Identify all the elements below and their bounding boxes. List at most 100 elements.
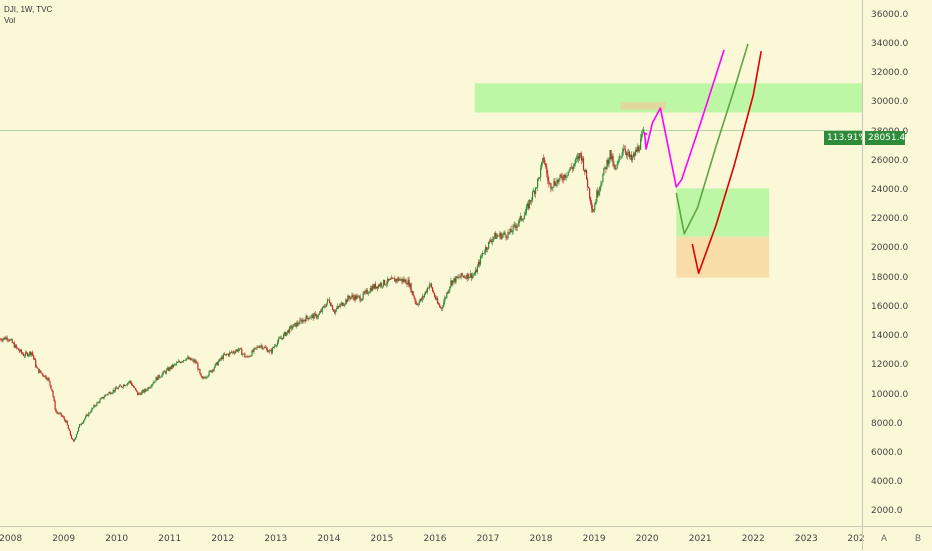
- candle-body: [203, 377, 205, 378]
- candle-body: [601, 181, 603, 185]
- candle-body: [260, 345, 262, 347]
- candle-body: [385, 284, 387, 286]
- candle-body: [301, 320, 303, 323]
- price-chart[interactable]: [0, 0, 862, 526]
- candle-body: [430, 283, 433, 288]
- y-tick-label: 12000.0: [871, 360, 909, 371]
- candle-body: [47, 378, 49, 380]
- y-tick-label: 8000.0: [871, 418, 903, 429]
- candle-body: [138, 393, 140, 395]
- candle-body: [59, 412, 61, 414]
- candle-body: [589, 188, 591, 198]
- candle-body: [228, 352, 231, 356]
- candle-body: [112, 389, 114, 393]
- candle-body: [491, 241, 493, 243]
- candle-body: [375, 286, 378, 289]
- candle-body: [517, 223, 519, 226]
- candle-body: [69, 430, 71, 436]
- log-scale-button[interactable]: B: [915, 533, 922, 543]
- candle-body: [104, 395, 106, 398]
- candle-body: [346, 299, 348, 302]
- candle-body: [114, 387, 116, 392]
- candle-body: [513, 224, 515, 226]
- candle-body: [108, 392, 110, 394]
- candle-body: [264, 347, 266, 348]
- candle-body: [609, 150, 611, 160]
- candle-body: [553, 180, 555, 187]
- candle-body: [394, 278, 396, 282]
- candle-body: [426, 287, 429, 293]
- candle-body: [532, 191, 535, 192]
- price-axis[interactable]: 36000.034000.032000.030000.028000.026000…: [862, 0, 932, 526]
- candle-body: [58, 413, 60, 414]
- candle-body: [206, 376, 208, 378]
- auto-scale-button[interactable]: A: [881, 533, 888, 543]
- symbol-label[interactable]: DJI, 1W, TVC: [4, 5, 53, 14]
- candle-body: [146, 390, 148, 391]
- candle-body: [325, 303, 328, 307]
- candle-body: [515, 226, 517, 228]
- candle-body: [431, 287, 434, 292]
- volume-label[interactable]: Vol: [4, 16, 16, 25]
- candle-body: [477, 262, 480, 267]
- candle-body: [614, 165, 616, 170]
- candle-body: [641, 134, 643, 139]
- candle-body: [627, 151, 629, 154]
- candle-body: [145, 389, 147, 391]
- candle-body: [546, 167, 548, 174]
- candle-body: [62, 416, 64, 418]
- x-tick-label: 2012: [211, 534, 235, 544]
- candle-body: [619, 156, 621, 157]
- top-marker-zone: [620, 102, 666, 110]
- candle-body: [628, 151, 631, 157]
- candle-body: [540, 167, 542, 178]
- candle-body: [490, 240, 492, 242]
- candle-body: [441, 307, 443, 309]
- candle-body: [381, 285, 384, 287]
- candle-body: [417, 304, 419, 306]
- candle-body: [113, 389, 115, 392]
- candle-body: [46, 378, 48, 380]
- candle-body: [361, 298, 363, 301]
- candle-body: [480, 255, 483, 257]
- candle-body: [10, 339, 12, 340]
- candle-body: [608, 159, 610, 165]
- candle-body: [126, 383, 129, 385]
- candle-body: [579, 153, 582, 154]
- candle-body: [395, 279, 397, 282]
- candle-body: [582, 158, 585, 170]
- candle-body: [505, 234, 507, 238]
- candle-body: [308, 318, 310, 320]
- chart-legend: DJI, 1W, TVC Vol: [4, 4, 52, 26]
- x-tick-label: 2011: [158, 534, 182, 544]
- candle-body: [572, 165, 574, 170]
- candle-body: [270, 350, 272, 353]
- candle-body: [15, 345, 17, 348]
- candle-body: [366, 290, 368, 294]
- candle-body: [211, 369, 213, 373]
- candle-body: [97, 401, 99, 403]
- candle-body: [541, 162, 543, 168]
- candle-body: [207, 375, 209, 377]
- candle-body: [68, 428, 70, 431]
- candle-body: [479, 256, 482, 265]
- candle-body: [618, 156, 620, 161]
- candle-body: [249, 355, 251, 357]
- candle-body: [586, 179, 589, 187]
- x-tick-label: 2016: [423, 534, 447, 544]
- chart-area[interactable]: DJI, 1W, TVC Vol: [0, 0, 862, 526]
- candle-body: [49, 380, 51, 386]
- candle-body: [433, 293, 436, 297]
- candle-body: [446, 292, 448, 298]
- candle-body: [94, 405, 96, 407]
- candle-body: [285, 332, 287, 336]
- candle-body: [161, 373, 163, 377]
- candle-body: [611, 156, 613, 160]
- time-axis[interactable]: 2008 2009 2010 2011 2012 2013 2014 2015 2016 2017…: [0, 526, 865, 551]
- candle-body: [262, 348, 264, 349]
- candle-body: [462, 275, 464, 277]
- candle-body: [353, 297, 355, 301]
- candle-body: [75, 434, 78, 438]
- candle-body: [293, 324, 295, 328]
- candle-body: [214, 364, 216, 368]
